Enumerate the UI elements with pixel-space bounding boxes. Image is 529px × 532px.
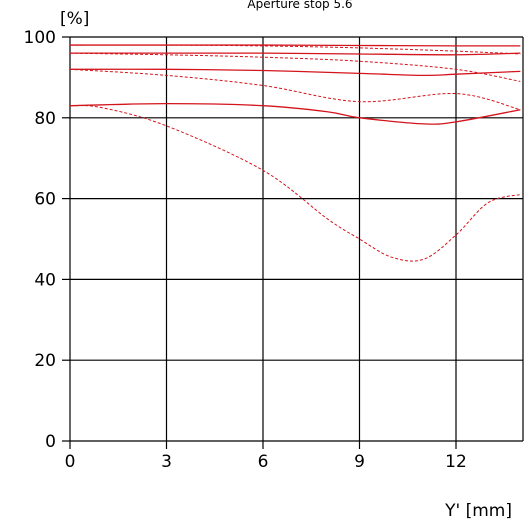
tick-labels: 0 20 40 60 80 100 0 3 6 9 12 xyxy=(24,28,467,472)
series-line-3-solid xyxy=(70,52,521,56)
y-tick-label-40: 40 xyxy=(34,270,56,290)
y-tick-label-0: 0 xyxy=(45,432,56,452)
series-line-7-solid xyxy=(69,103,521,125)
y-tick-label-80: 80 xyxy=(34,109,56,129)
chart-title: Aperture stop 5.6 xyxy=(247,0,352,11)
x-tick-label-3: 3 xyxy=(161,452,172,472)
series-line-6-dashed xyxy=(69,68,521,111)
series-line-2-dashed xyxy=(69,44,521,55)
series-lines xyxy=(69,44,521,262)
series-line-1-solid xyxy=(70,44,521,47)
y-tick-label-20: 20 xyxy=(34,351,56,371)
series-line-4-dashed xyxy=(69,52,521,82)
x-axis-title: Y' [mm] xyxy=(444,501,512,521)
y-axis-title: [%] xyxy=(60,9,89,29)
series-line-8-dashed xyxy=(69,105,521,262)
grid xyxy=(62,36,524,449)
y-tick-label-100: 100 xyxy=(24,28,56,48)
x-tick-label-0: 0 xyxy=(65,452,76,472)
series-line-5-solid xyxy=(69,68,521,77)
x-tick-label-12: 12 xyxy=(445,452,467,472)
x-tick-label-6: 6 xyxy=(258,452,269,472)
y-tick-label-60: 60 xyxy=(34,190,56,210)
x-tick-label-9: 9 xyxy=(354,452,365,472)
